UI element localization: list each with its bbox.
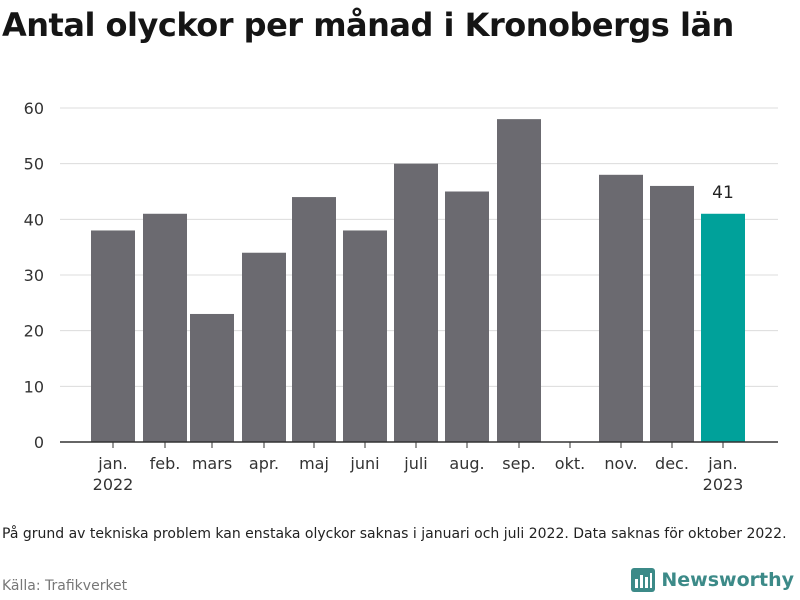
data-label: 41 [712, 183, 734, 203]
brand-name: Newsworthy [661, 569, 794, 591]
bar [394, 163, 438, 442]
newsworthy-logo-icon [631, 568, 656, 592]
chart-title: Antal olyckor per månad i Kronobergs län [2, 6, 734, 44]
bar [343, 230, 387, 442]
bar [497, 119, 541, 442]
x-tick-label: maj [299, 454, 329, 473]
y-tick-label: 20 [24, 322, 44, 341]
x-tick-label: nov. [604, 454, 637, 473]
y-axis-ticks: 0 10 20 30 40 50 60 [24, 99, 44, 452]
x-tick-label: okt. [555, 454, 585, 473]
bar [143, 213, 187, 442]
footnote: På grund av tekniska problem kan enstaka… [2, 526, 787, 542]
x-axis-ticks: jan. 2022 feb. mars apr. maj juni juli aug. sep. o… [93, 442, 744, 494]
bar [599, 174, 643, 443]
x-tick-label: 2023 [703, 475, 744, 494]
x-tick-label: dec. [655, 454, 689, 473]
source-text: Källa: Trafikverket [2, 578, 128, 594]
brand[interactable]: Newsworthy [631, 568, 794, 592]
y-tick-label: 40 [24, 210, 44, 229]
x-tick-label: aug. [449, 454, 484, 473]
x-tick-label: jan. [707, 454, 737, 473]
x-tick-label: jan. [97, 454, 127, 473]
y-tick-label: 50 [24, 155, 44, 174]
x-tick-label: sep. [502, 454, 535, 473]
data-labels: 41 [712, 183, 734, 203]
bar [91, 230, 135, 442]
bar [242, 252, 286, 442]
x-tick-label: juni [349, 454, 379, 473]
bar [650, 185, 694, 442]
x-tick-label: apr. [249, 454, 279, 473]
bars [91, 119, 745, 443]
y-tick-label: 0 [34, 433, 44, 452]
x-tick-label: mars [192, 454, 232, 473]
y-tick-label: 10 [24, 377, 44, 396]
x-tick-label: juli [403, 454, 427, 473]
x-tick-label: 2022 [93, 475, 134, 494]
bar-chart: 0 10 20 30 40 50 60 jan. 2022 feb. mars apr. maj jun… [24, 99, 778, 494]
bar [292, 197, 336, 442]
x-tick-label: feb. [150, 454, 181, 473]
y-tick-label: 30 [24, 266, 44, 285]
bar [701, 213, 745, 442]
bar [190, 313, 234, 442]
bar [445, 191, 489, 442]
y-tick-label: 60 [24, 99, 44, 118]
